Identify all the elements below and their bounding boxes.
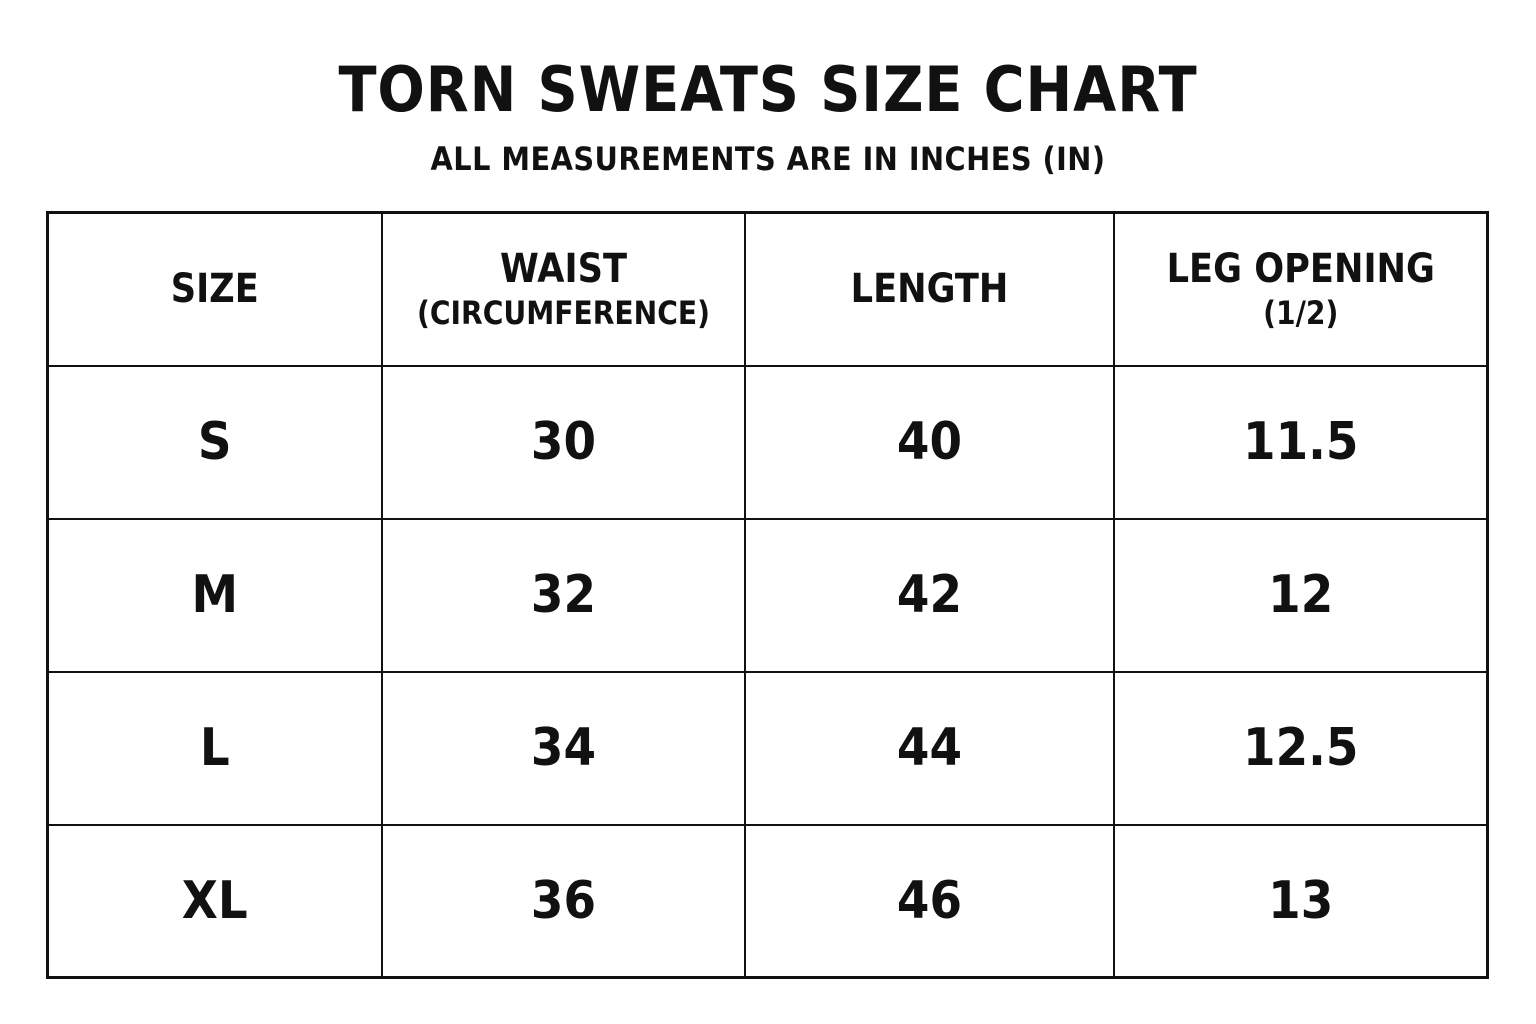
- cell-value: 44: [896, 718, 962, 778]
- size-table: SIZE WAIST (CIRCUMFERENCE) LENGTH LEG OP…: [46, 211, 1489, 979]
- cell-value: 30: [530, 412, 596, 472]
- header-leg-opening: LEG OPENING (1/2): [1112, 211, 1489, 367]
- table-row: XL 36 46 13: [46, 823, 1489, 979]
- table-row: S 30 40 11.5: [46, 364, 1489, 520]
- cell-value: L: [199, 718, 230, 778]
- cell-value: XL: [181, 870, 248, 931]
- cell-waist: 30: [380, 364, 746, 520]
- header-waist-label: WAIST: [499, 246, 627, 293]
- table-row: L 34 44 12.5: [46, 670, 1489, 826]
- cell-value: 42: [896, 565, 962, 625]
- chart-subtitle: ALL MEASUREMENTS ARE IN INCHES (IN): [430, 140, 1106, 178]
- cell-size: XL: [46, 823, 383, 979]
- cell-length: 42: [743, 517, 1115, 673]
- cell-value: S: [197, 412, 232, 472]
- header-length-label: LENGTH: [850, 266, 1008, 313]
- chart-title: TORN SWEATS SIZE CHART: [338, 53, 1198, 126]
- cell-leg-opening: 12.5: [1112, 670, 1489, 826]
- header-waist: WAIST (CIRCUMFERENCE): [380, 211, 746, 367]
- cell-value: 46: [896, 870, 962, 931]
- cell-length: 44: [743, 670, 1115, 826]
- table-row: M 32 42 12: [46, 517, 1489, 673]
- cell-leg-opening: 12: [1112, 517, 1489, 673]
- table-header-row: SIZE WAIST (CIRCUMFERENCE) LENGTH LEG OP…: [46, 211, 1489, 367]
- cell-length: 40: [743, 364, 1115, 520]
- cell-waist: 34: [380, 670, 746, 826]
- cell-size: L: [46, 670, 383, 826]
- cell-waist: 32: [380, 517, 746, 673]
- cell-leg-opening: 11.5: [1112, 364, 1489, 520]
- header-leg-opening-sublabel: (1/2): [1262, 294, 1338, 333]
- header-length: LENGTH: [743, 211, 1115, 367]
- cell-value: 13: [1267, 870, 1333, 931]
- cell-leg-opening: 13: [1112, 823, 1489, 979]
- cell-value: 40: [896, 412, 962, 472]
- cell-size: S: [46, 364, 383, 520]
- cell-value: 11.5: [1242, 412, 1358, 472]
- cell-value: 32: [530, 565, 596, 625]
- cell-value: M: [191, 565, 239, 625]
- cell-value: 12: [1267, 565, 1333, 625]
- header-leg-opening-label: LEG OPENING: [1166, 246, 1435, 293]
- cell-value: 36: [530, 870, 596, 931]
- header-size: SIZE: [46, 211, 383, 367]
- cell-length: 46: [743, 823, 1115, 979]
- cell-size: M: [46, 517, 383, 673]
- cell-value: 12.5: [1242, 718, 1358, 778]
- header-waist-sublabel: (CIRCUMFERENCE): [416, 294, 710, 333]
- header-size-label: SIZE: [170, 266, 259, 313]
- cell-waist: 36: [380, 823, 746, 979]
- cell-value: 34: [530, 718, 596, 778]
